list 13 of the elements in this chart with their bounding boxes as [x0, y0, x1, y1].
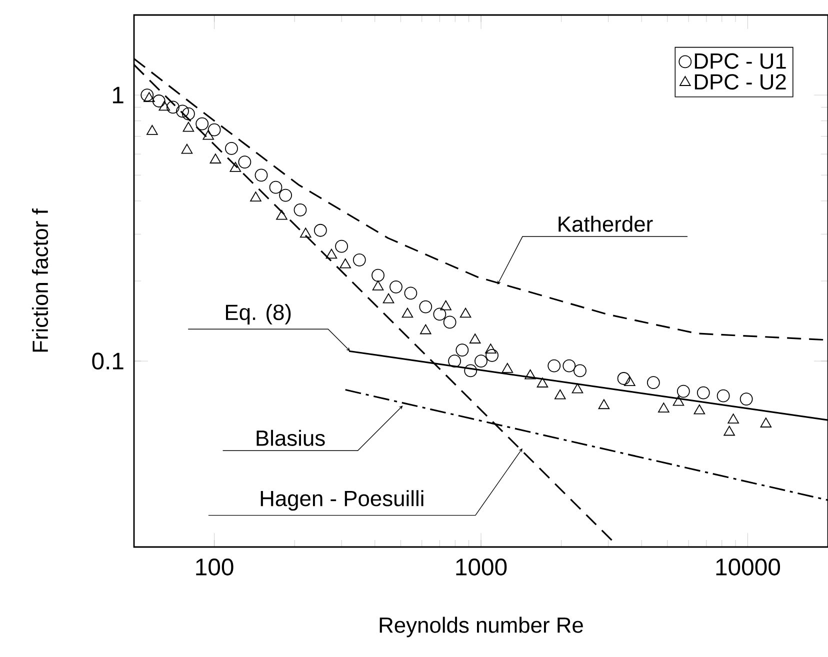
annotation: Eq. (8) [226, 304, 291, 324]
legend-label: DPC - U2 [694, 74, 786, 90]
x-axis-title: Reynolds number Re [380, 616, 583, 638]
x-tick-label: 10000 [716, 558, 780, 576]
annotation: Katherder [558, 216, 653, 232]
x-tick-label: 1000 [456, 558, 507, 576]
legend-label: DPC - U1 [694, 53, 786, 69]
annotation: Hagen - Poesuilli [260, 490, 424, 511]
x-tick-label: 100 [196, 558, 234, 576]
y-tick-label: 0.1 [92, 352, 124, 370]
y-tick-label: 1 [113, 86, 124, 104]
y-axis-title: Friction factor f [32, 208, 48, 352]
annotation: Blasius [256, 430, 325, 446]
